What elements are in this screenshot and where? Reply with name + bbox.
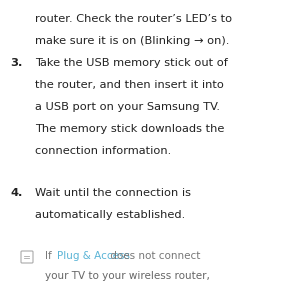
Text: make sure it is on (Blinking → on).: make sure it is on (Blinking → on). [35, 36, 230, 46]
Text: the router, and then insert it into: the router, and then insert it into [35, 80, 224, 90]
Text: does not connect: does not connect [107, 251, 201, 261]
Text: Take the USB memory stick out of: Take the USB memory stick out of [35, 58, 228, 68]
Text: If: If [45, 251, 55, 261]
Text: a USB port on your Samsung TV.: a USB port on your Samsung TV. [35, 102, 220, 112]
Text: your TV to your wireless router,: your TV to your wireless router, [45, 271, 210, 281]
Text: Wait until the connection is: Wait until the connection is [35, 188, 191, 198]
Text: The memory stick downloads the: The memory stick downloads the [35, 124, 224, 134]
Text: router. Check the router’s LED’s to: router. Check the router’s LED’s to [35, 14, 232, 24]
Text: 3.: 3. [10, 58, 22, 68]
FancyBboxPatch shape [21, 251, 33, 263]
Text: automatically established.: automatically established. [35, 210, 185, 220]
Text: connection information.: connection information. [35, 146, 171, 156]
Text: Plug & Access: Plug & Access [57, 251, 130, 261]
Text: 4.: 4. [10, 188, 22, 198]
